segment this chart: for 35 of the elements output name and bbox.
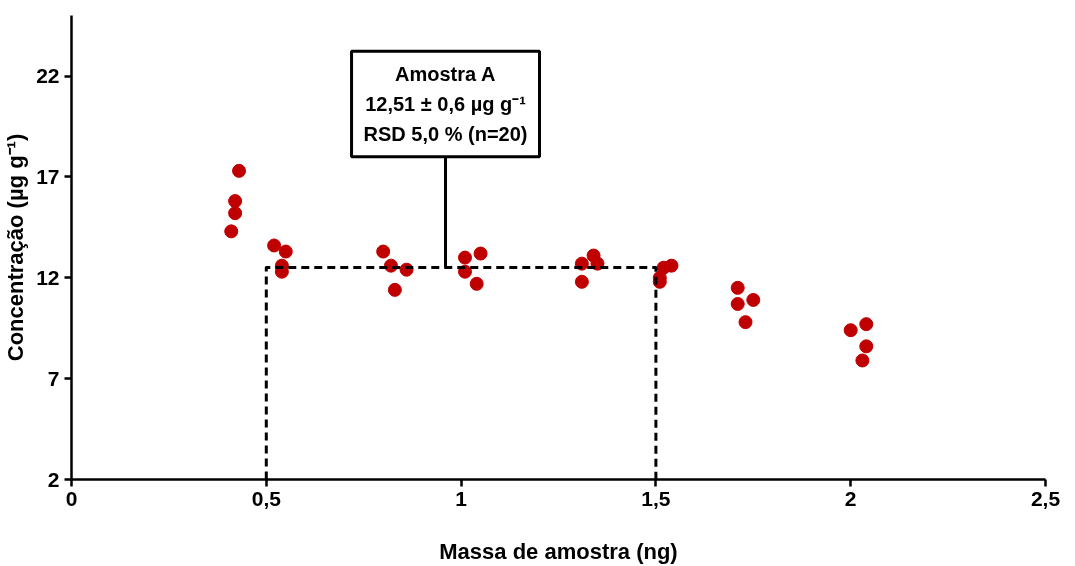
point <box>859 339 874 354</box>
point <box>232 163 247 178</box>
point <box>267 238 282 253</box>
x-tick-label: 2 <box>844 486 857 510</box>
x-tick-label: 0 <box>65 486 78 510</box>
x-tick-label: 2,5 <box>1030 486 1061 510</box>
point <box>376 244 391 259</box>
y-tick-label: 17 <box>36 164 60 188</box>
point <box>473 246 488 261</box>
point <box>469 276 484 291</box>
y-tick-label: 7 <box>47 366 60 390</box>
point <box>278 244 293 259</box>
point <box>224 224 239 239</box>
x-axis-title: Massa de amostra (ng) <box>439 538 678 564</box>
point <box>387 282 402 297</box>
point <box>855 353 870 368</box>
y-tick-label: 2 <box>47 467 60 491</box>
point <box>664 258 679 273</box>
point <box>738 315 753 330</box>
point <box>746 292 761 307</box>
point <box>228 206 243 221</box>
point <box>574 274 589 289</box>
point <box>228 194 243 209</box>
x-tick-label: 1,5 <box>641 486 671 510</box>
x-tick-label: 0,5 <box>251 486 282 510</box>
point <box>859 317 874 332</box>
point <box>458 250 472 265</box>
point <box>730 280 745 295</box>
point <box>730 297 745 311</box>
y-axis-title: Concentração (µg g⁻¹) <box>3 133 29 362</box>
annotation: Amostra A 12,51 ± 0,6 µg g⁻¹ RSD 5,0 % (n=20) <box>363 63 528 145</box>
y-tick-label: 22 <box>36 64 60 88</box>
y-tick-label: 12 <box>36 265 60 289</box>
x-tick-label: 1 <box>455 486 468 510</box>
point <box>843 323 858 338</box>
